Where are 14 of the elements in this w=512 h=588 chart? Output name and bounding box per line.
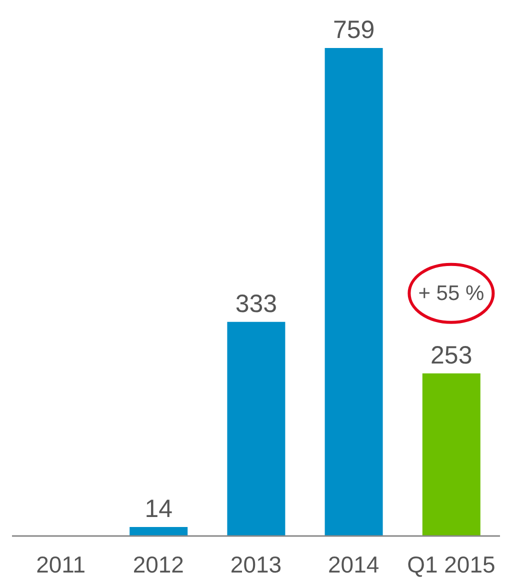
x-tick-label: 2013 [230,551,282,578]
x-tick-label: 2012 [132,551,184,578]
bar [227,322,286,536]
data-label: 333 [235,290,278,318]
bar [422,373,480,536]
data-label: 14 [144,495,173,523]
x-tick-label: 2011 [36,551,86,578]
x-tick-label: Q1 2015 [407,551,496,578]
data-label: 253 [430,341,472,370]
annotation: + 55 % [418,282,484,305]
data-label: 759 [332,16,375,44]
x-tick-label: 2014 [328,551,380,578]
bar [130,527,188,536]
bar [324,48,383,536]
